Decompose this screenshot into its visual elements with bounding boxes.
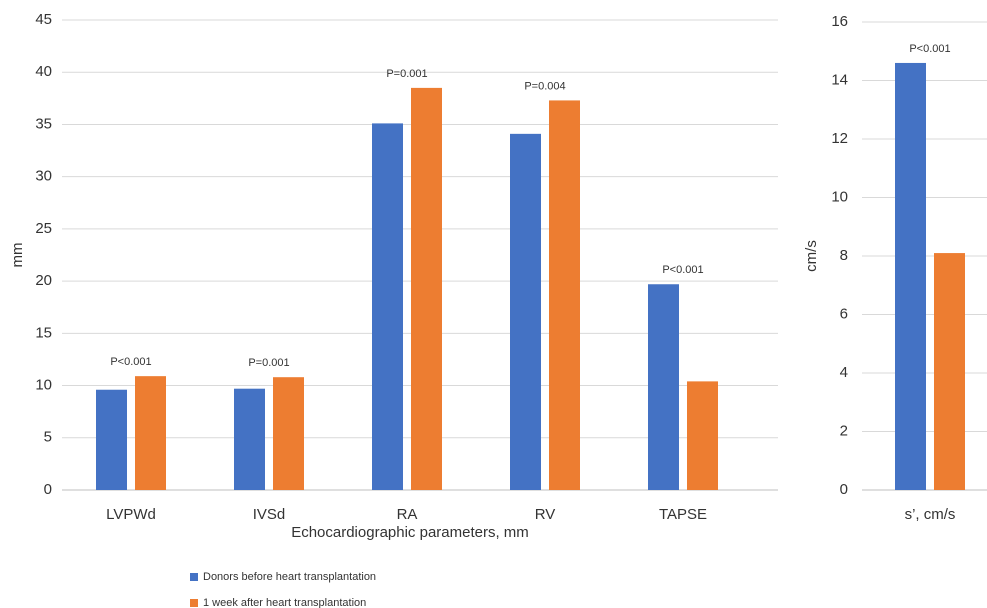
y-axis-title: mm [9,243,26,268]
y-tick-label: 4 [840,364,848,381]
legend-swatch [190,599,198,607]
y-tick-label: 20 [35,272,52,289]
annotation: P=0.004 [524,80,565,92]
annotation: P<0.001 [110,356,151,368]
bar [687,381,718,490]
y-tick-label: 12 [831,130,848,147]
y-tick-label: 45 [35,11,52,28]
x-tick-label: RV [535,506,556,523]
bar [895,62,926,490]
bar [411,87,442,490]
legend-swatch [190,573,198,581]
annotation: P<0.001 [909,43,950,55]
bar [372,123,403,491]
bar [234,388,265,490]
y-tick-label: 40 [35,63,52,80]
y-tick-label: 16 [831,13,848,30]
bar [96,389,127,490]
x-tick-label: RA [397,506,418,523]
y-tick-label: 10 [35,377,52,394]
annotation: P<0.001 [662,264,703,276]
x-tick-label: s’, cm/s [905,506,956,523]
bar [648,284,679,490]
annotation: P=0.001 [248,357,289,369]
y-tick-label: 30 [35,168,52,185]
y-tick-label: 0 [840,481,848,498]
bar [510,133,541,490]
x-tick-label: TAPSE [659,506,707,523]
x-axis-title: Echocardiographic parameters, mm [291,524,529,541]
legend-label: 1 week after heart transplantation [203,597,366,608]
x-tick-label: LVPWd [106,506,156,523]
y-tick-label: 10 [831,188,848,205]
y-tick-label: 15 [35,324,52,341]
annotation: P=0.001 [386,68,427,80]
bar [934,253,965,490]
y-tick-label: 25 [35,220,52,237]
bar [273,377,304,490]
bar [135,376,166,490]
x-tick-label: IVSd [253,506,286,523]
y-tick-label: 35 [35,115,52,132]
y-tick-label: 5 [44,429,52,446]
y-tick-label: 14 [831,71,848,88]
y-axis-title: cm/s [803,240,820,272]
y-tick-label: 2 [840,422,848,439]
y-tick-label: 0 [44,481,52,498]
y-tick-label: 8 [840,247,848,264]
bar [549,100,580,490]
y-tick-label: 6 [840,305,848,322]
legend-label: Donors before heart transplantation [203,571,376,583]
